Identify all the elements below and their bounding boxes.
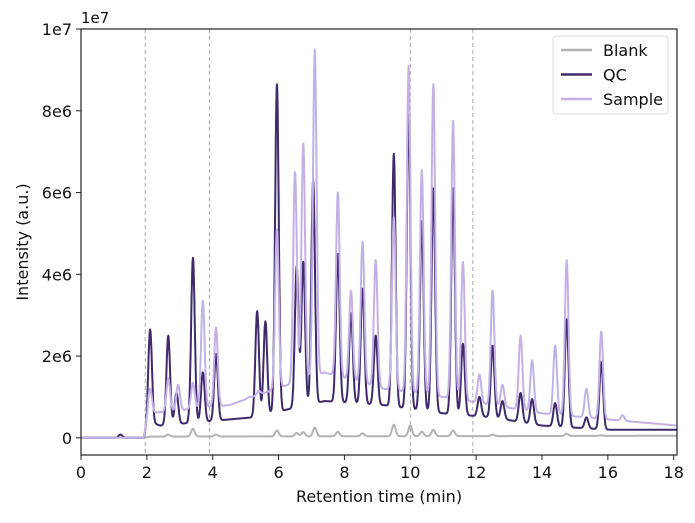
legend-label: Blank	[603, 41, 648, 60]
series-lines	[80, 48, 678, 439]
x-tick-label: 6	[273, 463, 283, 482]
x-tick-label: 16	[598, 463, 618, 482]
y-tick-label: 6e6	[42, 184, 72, 203]
x-axis-ticks: 0 2 4 6 8 10 12 14 16 18	[76, 455, 684, 482]
y-tick-label: 8e6	[42, 102, 72, 121]
legend-label: Sample	[603, 90, 663, 109]
y-axis-label: Intensity (a.u.)	[13, 183, 32, 300]
y-offset-text: 1e7	[81, 9, 109, 27]
x-tick-label: 0	[76, 463, 86, 482]
series-line-blank	[80, 423, 678, 439]
legend-box	[552, 35, 669, 115]
legend: Blank QC Sample	[552, 35, 669, 115]
x-axis-label: Retention time (min)	[296, 487, 462, 506]
y-tick-label: 1e7	[42, 20, 72, 39]
y-tick-label: 0	[62, 429, 72, 448]
x-tick-label: 8	[339, 463, 349, 482]
y-axis-ticks: 0 2e6 4e6 6e6 8e6 1e7	[42, 20, 81, 448]
x-tick-label: 4	[208, 463, 218, 482]
x-tick-label: 12	[466, 463, 486, 482]
series-line-sample	[80, 48, 678, 439]
x-tick-label: 14	[532, 463, 552, 482]
plot-frame	[80, 28, 678, 456]
series-line-qc	[80, 83, 678, 439]
y-tick-label: 2e6	[42, 347, 72, 366]
x-tick-label: 18	[664, 463, 684, 482]
legend-label: QC	[603, 66, 627, 85]
x-tick-label: 10	[400, 463, 420, 482]
y-tick-label: 4e6	[42, 265, 72, 284]
x-tick-label: 2	[142, 463, 152, 482]
